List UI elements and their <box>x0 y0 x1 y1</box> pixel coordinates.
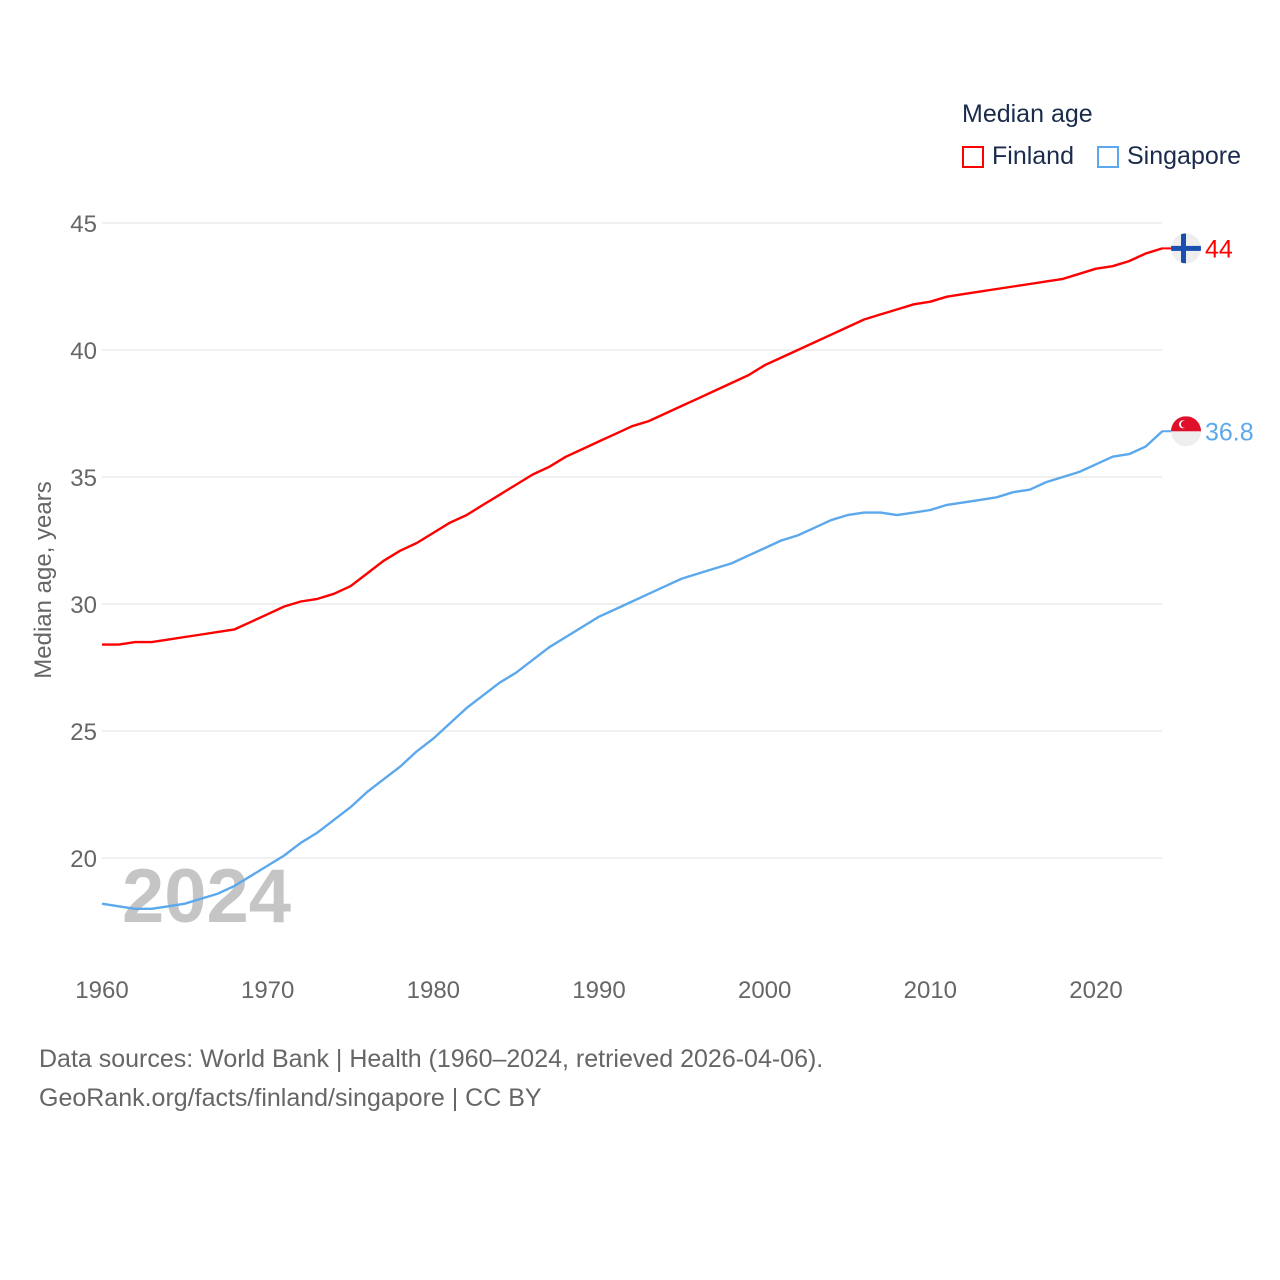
x-tick-label: 1990 <box>572 977 625 1004</box>
legend-swatch <box>1097 145 1119 168</box>
x-tick-label: 2010 <box>904 977 957 1004</box>
legend-swatch <box>962 145 984 168</box>
y-axis-label: Median age, years <box>30 481 57 678</box>
y-tick-label: 40 <box>70 338 97 365</box>
footer-sources: Data sources: World Bank | Health (1960–… <box>39 1045 824 1073</box>
series-line-finland <box>102 247 1163 646</box>
series-line-singapore <box>101 430 1164 910</box>
legend-label: Finland <box>992 142 1074 170</box>
legend-item-finland[interactable]: Finland <box>962 142 1074 171</box>
flag-icon-finland <box>1171 233 1201 264</box>
y-tick-label: 30 <box>70 592 97 619</box>
legend-title: Median age <box>962 100 1093 128</box>
y-tick-label: 20 <box>70 846 97 873</box>
footer-link[interactable]: GeoRank.org/facts/finland/singapore | CC… <box>39 1084 542 1112</box>
x-tick-label: 2020 <box>1069 977 1122 1004</box>
y-tick-label: 25 <box>70 719 97 746</box>
flag-crescent-cut <box>1180 420 1189 428</box>
x-tick-label: 1970 <box>241 977 294 1004</box>
x-tick-label: 1980 <box>407 977 460 1004</box>
y-tick-label: 35 <box>70 465 97 492</box>
flag-cross-v <box>1181 233 1186 264</box>
legend-label: Singapore <box>1127 142 1241 170</box>
flag-icon-singapore <box>1171 416 1201 447</box>
x-tick-label: 2000 <box>738 977 791 1004</box>
legend-item-singapore[interactable]: Singapore <box>1097 142 1241 171</box>
y-tick-label: 45 <box>70 211 97 238</box>
end-value-label: 36.8 <box>1205 418 1254 446</box>
flag-body <box>1171 416 1201 447</box>
end-value-label: 44 <box>1205 235 1233 263</box>
flag-body <box>1171 233 1201 264</box>
x-tick-label: 1960 <box>75 977 128 1004</box>
